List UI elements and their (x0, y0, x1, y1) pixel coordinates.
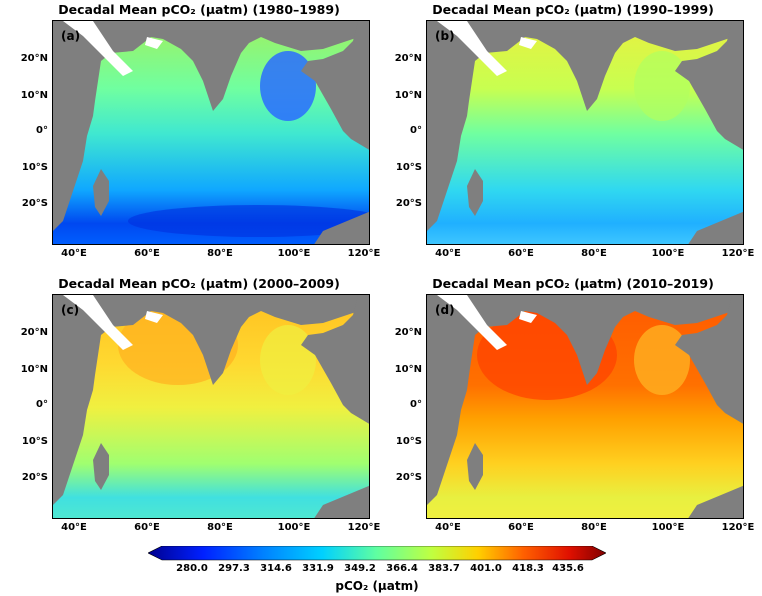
panel-label: (c) (61, 303, 80, 317)
lat-tick: 10°N (20, 364, 48, 375)
colorbar-tick: 349.2 (344, 563, 376, 574)
lat-tick: 0° (36, 125, 48, 136)
lon-tick: 60°E (134, 248, 160, 259)
pco2-map (427, 21, 743, 244)
red-sea (63, 21, 133, 76)
lon-tick: 100°E (277, 248, 311, 259)
map-area: (b) (426, 20, 744, 245)
colorbar-tick: 366.4 (386, 563, 418, 574)
red-sea (437, 295, 507, 350)
lon-tick: 60°E (508, 248, 534, 259)
land-mask (53, 21, 369, 244)
lat-tick: 0° (410, 399, 422, 410)
lon-tick: 100°E (277, 522, 311, 533)
lon-tick: 80°E (207, 248, 233, 259)
lon-tick: 40°E (435, 248, 461, 259)
persian-gulf (519, 311, 537, 323)
colorbar-tick: 280.0 (176, 563, 208, 574)
colorbar: 280.0 297.3 314.6 331.9 349.2 366.4 383.… (148, 546, 606, 596)
pco2-map (427, 295, 743, 518)
bay-of-bengal-low (260, 51, 316, 121)
lon-tick: 40°E (61, 522, 87, 533)
panel-title: Decadal Mean pCO₂ (µatm) (2010–2019) (432, 276, 714, 291)
panel-label: (b) (435, 29, 455, 43)
lon-tick: 120°E (721, 248, 755, 259)
lon-tick: 120°E (347, 522, 381, 533)
lon-tick: 60°E (508, 522, 534, 533)
colorbar-bar (148, 546, 606, 561)
lon-tick: 100°E (651, 522, 685, 533)
panel-title: Decadal Mean pCO₂ (µatm) (1980–1989) (58, 2, 340, 17)
lat-tick: 10°S (395, 436, 422, 447)
panel-title: Decadal Mean pCO₂ (µatm) (1990–1999) (432, 2, 714, 17)
persian-gulf (145, 311, 163, 323)
lat-tick: 10°N (20, 90, 48, 101)
pco2-map (53, 21, 369, 244)
colorbar-label: pCO₂ (µatm) (335, 579, 419, 593)
land-mask (53, 295, 369, 518)
land-mask (427, 295, 743, 518)
lon-tick: 40°E (435, 522, 461, 533)
lon-tick: 80°E (581, 248, 607, 259)
colorbar-tick: 435.6 (552, 563, 584, 574)
map-panel-a: Decadal Mean pCO₂ (µatm) (1980–1989) 20°… (14, 0, 384, 265)
lat-tick: 20°N (394, 53, 422, 64)
lon-tick: 100°E (651, 248, 685, 259)
lat-tick: 20°S (21, 198, 48, 209)
map-panel-d: Decadal Mean pCO₂ (µatm) (2010–2019) 20°… (388, 274, 758, 539)
persian-gulf (519, 37, 537, 49)
colorbar-tick: 297.3 (218, 563, 250, 574)
map-panel-c: Decadal Mean pCO₂ (µatm) (2000–2009) 20°… (14, 274, 384, 539)
map-area: (d) (426, 294, 744, 519)
bay-of-bengal (260, 325, 316, 395)
persian-gulf (145, 37, 163, 49)
colorbar-ramp (148, 546, 606, 561)
lat-tick: 10°N (394, 364, 422, 375)
map-panel-b: Decadal Mean pCO₂ (µatm) (1990–1999) 20°… (388, 0, 758, 265)
colorbar-tick: 401.0 (470, 563, 502, 574)
colorbar-tick: 418.3 (512, 563, 544, 574)
pco2-map (53, 295, 369, 518)
lon-tick: 80°E (207, 522, 233, 533)
lon-tick: 60°E (134, 522, 160, 533)
lon-tick: 40°E (61, 248, 87, 259)
bay-of-bengal (634, 51, 690, 121)
lat-tick: 20°S (395, 472, 422, 483)
southern-low-band (128, 205, 369, 237)
lat-tick: 20°S (395, 198, 422, 209)
lat-tick: 10°S (395, 162, 422, 173)
map-area: (a) (52, 20, 370, 245)
lat-tick: 20°S (21, 472, 48, 483)
lat-tick: 20°N (394, 327, 422, 338)
lat-tick: 10°N (394, 90, 422, 101)
panel-label: (d) (435, 303, 455, 317)
lon-tick: 120°E (347, 248, 381, 259)
lat-tick: 20°N (20, 53, 48, 64)
colorbar-tick: 314.6 (260, 563, 292, 574)
lat-tick: 0° (410, 125, 422, 136)
red-sea (437, 21, 507, 76)
lat-tick: 10°S (21, 162, 48, 173)
bay-of-bengal (634, 325, 690, 395)
lat-tick: 0° (36, 399, 48, 410)
lon-tick: 80°E (581, 522, 607, 533)
panel-label: (a) (61, 29, 81, 43)
panel-title: Decadal Mean pCO₂ (µatm) (2000–2009) (58, 276, 340, 291)
colorbar-tick: 331.9 (302, 563, 334, 574)
red-sea (63, 295, 133, 350)
lat-tick: 20°N (20, 327, 48, 338)
map-area: (c) (52, 294, 370, 519)
lon-tick: 120°E (721, 522, 755, 533)
colorbar-tick: 383.7 (428, 563, 460, 574)
land-mask (427, 21, 743, 244)
lat-tick: 10°S (21, 436, 48, 447)
